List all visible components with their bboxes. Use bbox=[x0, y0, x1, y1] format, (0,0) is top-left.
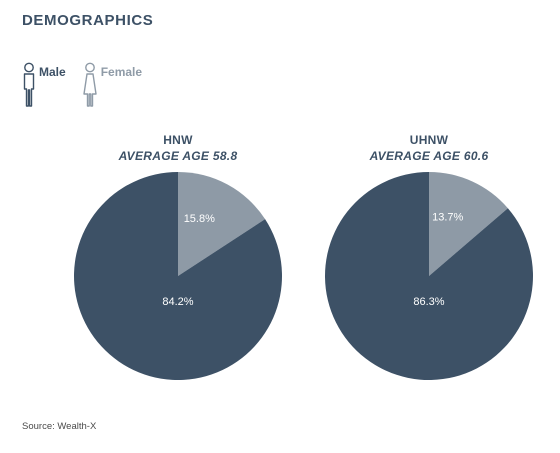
uhnw-slice-male bbox=[324, 172, 533, 380]
uhnw-slice-female bbox=[429, 172, 508, 276]
legend: Male Female bbox=[22, 62, 142, 108]
legend-label-female: Female bbox=[100, 65, 143, 79]
hnw-slice-female bbox=[178, 172, 266, 276]
hnw-label-male: 84.2% bbox=[162, 296, 193, 308]
hnw-chart-title: HNW bbox=[163, 133, 193, 147]
uhnw-chart-title: UHNW bbox=[409, 133, 449, 147]
legend-item-female: Female bbox=[82, 62, 142, 108]
hnw-chart-header: HNW AVERAGE AGE 58.8 bbox=[58, 133, 298, 163]
uhnw-label-female: 13.7% bbox=[432, 211, 463, 223]
legend-item-male: Male bbox=[22, 62, 66, 108]
male-person-icon bbox=[23, 62, 35, 107]
chart-title: DEMOGRAPHICS bbox=[22, 12, 154, 29]
uhnw-label-male: 86.3% bbox=[413, 296, 444, 308]
female-person-icon bbox=[82, 62, 97, 107]
source-note: Source: Wealth-X bbox=[22, 421, 97, 432]
hnw-label-female: 15.8% bbox=[184, 213, 215, 225]
hnw-chart-subtitle: AVERAGE AGE 58.8 bbox=[118, 149, 238, 163]
uhnw-chart-header: UHNW AVERAGE AGE 60.6 bbox=[309, 133, 549, 163]
legend-label-male: Male bbox=[39, 65, 66, 79]
hnw-slice-male bbox=[74, 172, 283, 380]
uhnw-chart-subtitle: AVERAGE AGE 60.6 bbox=[369, 149, 489, 163]
